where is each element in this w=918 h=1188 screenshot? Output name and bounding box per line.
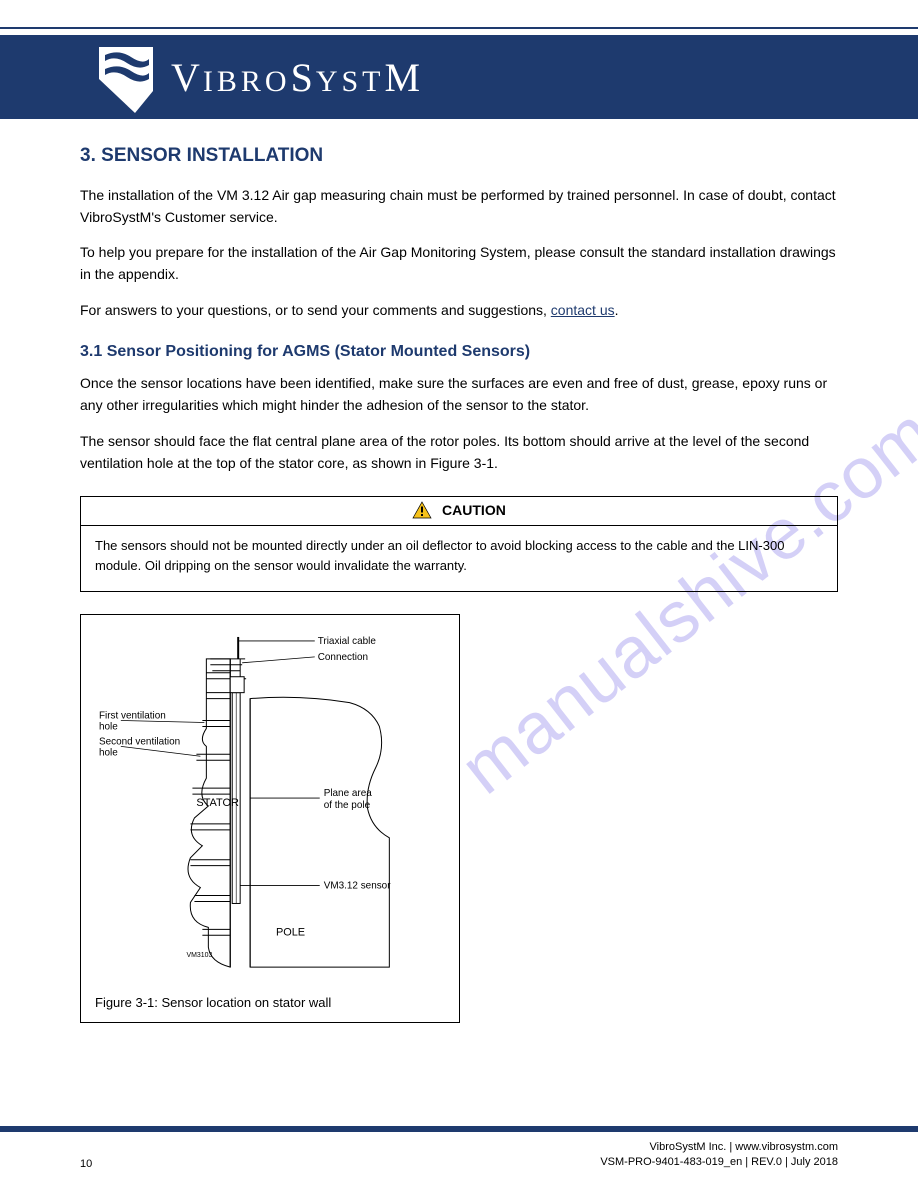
intro-p1: The installation of the VM 3.12 Air gap … (80, 185, 838, 228)
label-first-vent-1: First ventilation (99, 711, 166, 722)
label-first-vent-2: hole (99, 722, 118, 733)
wordmark-m: M (385, 55, 424, 100)
label-second-vent-1: Second ventilation (99, 737, 180, 748)
footer-doc-id: VSM-PRO-9401-483-019_en | REV.0 | July 2… (600, 1155, 838, 1170)
label-pole: POLE (276, 926, 305, 938)
sub-p2: The sensor should face the flat central … (80, 431, 838, 474)
wordmark-yst: YST (316, 65, 385, 98)
caution-body: The sensors should not be mounted direct… (81, 526, 837, 591)
caution-header: CAUTION (81, 497, 837, 526)
contact-us-link[interactable]: contact us (551, 302, 615, 318)
label-connection: Connection (318, 652, 368, 663)
label-sensor: VM3.12 sensor (324, 881, 392, 892)
subsection-heading: 3.1 Sensor Positioning for AGMS (Stator … (80, 343, 838, 361)
section-intro: The installation of the VM 3.12 Air gap … (80, 185, 838, 321)
page-footer: 10 VibroSystM Inc. | www.vibrosystm.com … (80, 1140, 838, 1170)
label-plane-2: of the pole (324, 800, 371, 811)
figure-box: Triaxial cable Connection First ventilat… (80, 614, 460, 1023)
footer-right: VibroSystM Inc. | www.vibrosystm.com VSM… (600, 1140, 838, 1170)
warning-icon (412, 501, 432, 522)
figure-caption: Figure 3-1: Sensor location on stator wa… (91, 987, 449, 1012)
page-number: 10 (80, 1158, 92, 1170)
wordmark-v: V (171, 55, 203, 100)
figure-diagram: Triaxial cable Connection First ventilat… (91, 629, 449, 987)
subsection-title: Sensor Positioning for AGMS (Stator Moun… (107, 343, 530, 360)
section-title: SENSOR INSTALLATION (101, 145, 323, 166)
top-rule (0, 27, 918, 29)
caution-label: CAUTION (442, 502, 506, 518)
subsection-body: Once the sensor locations have been iden… (80, 373, 838, 474)
caution-box: CAUTION The sensors should not be mounte… (80, 496, 838, 592)
sub-p1: Once the sensor locations have been iden… (80, 373, 838, 416)
label-second-vent-2: hole (99, 747, 118, 758)
label-drawing-id: VM3103 (186, 952, 212, 959)
bottom-rule (0, 1126, 918, 1132)
label-triaxial: Triaxial cable (318, 636, 377, 647)
label-plane-1: Plane area (324, 788, 373, 799)
footer-company: VibroSystM Inc. | www.vibrosystm.com (600, 1140, 838, 1155)
page-content: 3. SENSOR INSTALLATION The installation … (80, 145, 838, 1118)
brand-wordmark: VIBROSYSTM (171, 54, 423, 101)
wordmark-s: S (291, 55, 316, 100)
intro-p3: For answers to your questions, or to sen… (80, 300, 838, 322)
flag-icon (95, 41, 157, 113)
label-stator: STATOR (196, 797, 239, 809)
intro-p2: To help you prepare for the installation… (80, 242, 838, 285)
section-number: 3. (80, 145, 96, 166)
wordmark-ibro: IBRO (203, 65, 291, 98)
section-heading: 3. SENSOR INSTALLATION (80, 145, 838, 167)
intro-p3-b: . (615, 302, 619, 318)
intro-p3-a: For answers to your questions, or to sen… (80, 302, 551, 318)
brand-logo: VIBROSYSTM (95, 41, 423, 113)
subsection-number: 3.1 (80, 343, 102, 360)
header-band: VIBROSYSTM (0, 35, 918, 119)
